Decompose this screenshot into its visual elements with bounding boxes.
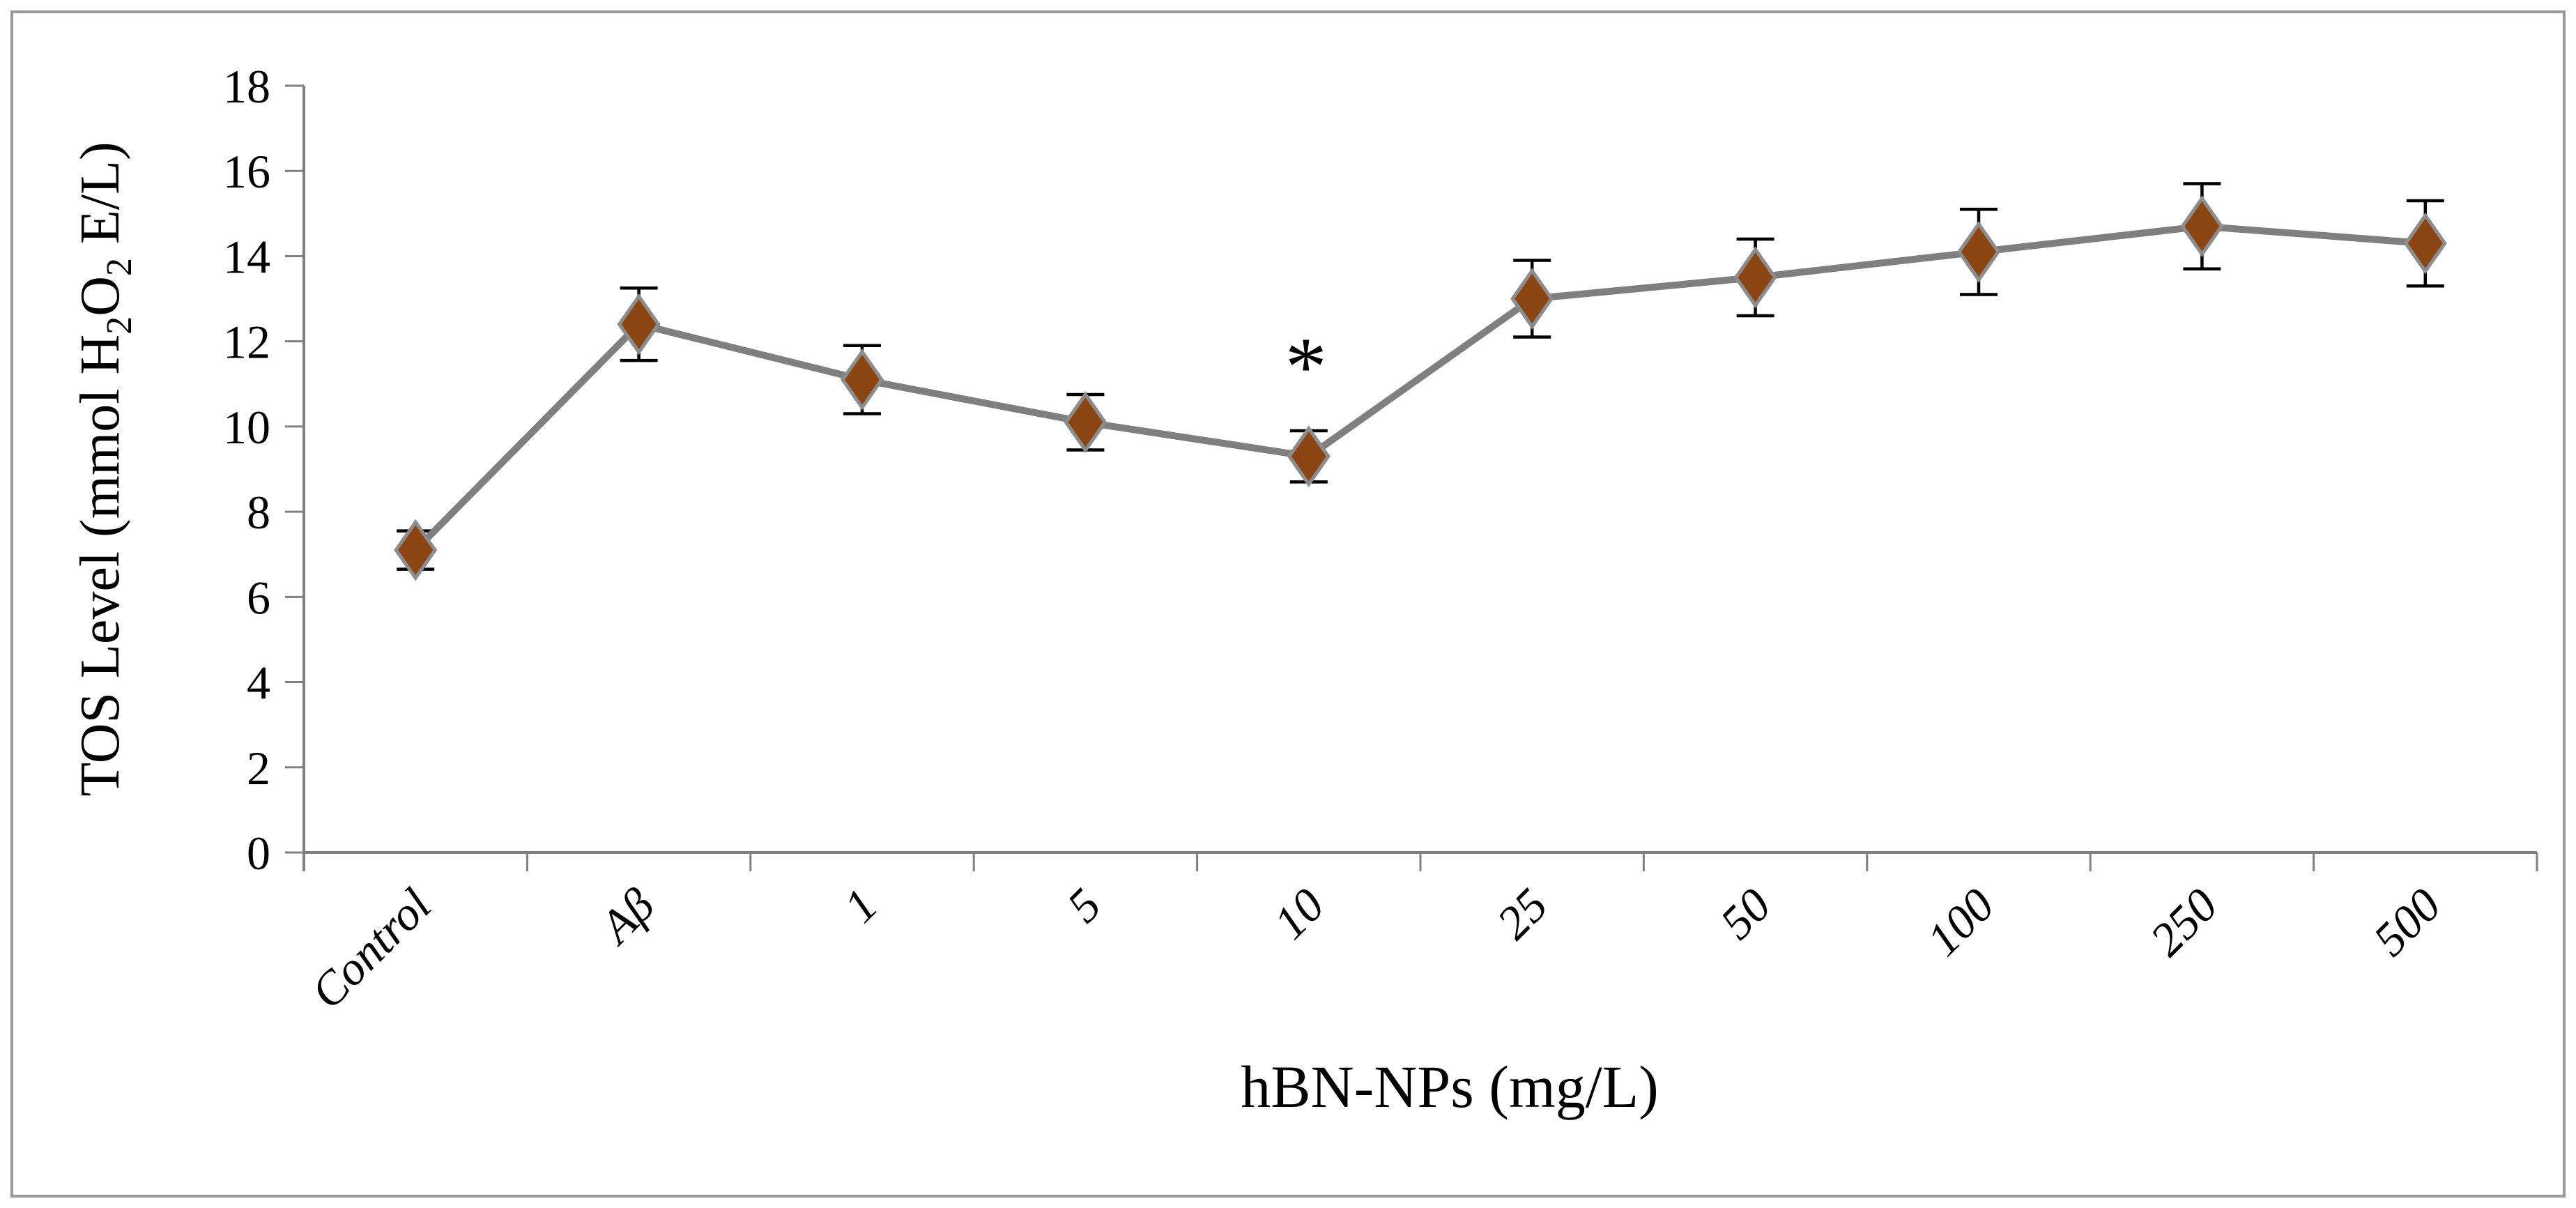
y-axis-title: TOS Level (mmol H2O2 E/L): [70, 142, 139, 796]
data-point-marker: [617, 293, 661, 355]
y-axis: 0 2 4 6 8 10 12 14 16 18: [223, 60, 305, 880]
y-axis-title-group: TOS Level (mmol H2O2 E/L): [70, 142, 139, 796]
significance-asterisk: *: [1285, 320, 1327, 413]
data-line: [413, 222, 2426, 553]
y-tick-label: 14: [223, 230, 270, 283]
y-tick-label: 8: [247, 486, 270, 539]
y-tick-label: 2: [247, 742, 270, 795]
data-point-marker: [2180, 195, 2224, 258]
data-point-marker: [1733, 246, 1777, 309]
y-tick-label: 12: [223, 316, 270, 369]
figure-border: [10, 10, 2566, 1198]
data-point-marker: [394, 519, 438, 581]
y-tick-label: 18: [223, 60, 270, 113]
data-point-marker: [1956, 220, 2001, 283]
data-point-marker: [2403, 212, 2447, 275]
data-markers: [394, 195, 2447, 581]
y-tick-label: 4: [247, 657, 270, 710]
y-tick-label: 10: [223, 401, 270, 454]
data-point-marker: [1064, 391, 1107, 454]
data-point-marker: [1510, 268, 1554, 330]
y-tick-label: 0: [247, 827, 270, 880]
y-tick-label: 16: [223, 145, 270, 198]
data-point-marker: [840, 349, 884, 411]
y-tick-label: 6: [247, 571, 270, 624]
data-point-marker: [1287, 425, 1331, 488]
x-axis-title: hBN-NPs (mg/L): [1241, 1053, 1659, 1120]
